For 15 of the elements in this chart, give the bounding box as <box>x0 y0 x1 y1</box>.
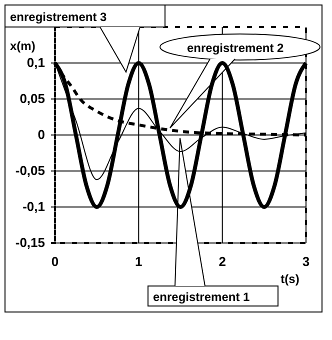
x-axis-title: t(s) <box>280 272 300 286</box>
y-tick-label: 0,1 <box>26 55 45 70</box>
x-tick-label: 2 <box>218 254 226 270</box>
x-tick-label: 0 <box>51 254 59 270</box>
text: enregistrement 3 <box>10 10 108 24</box>
y-tick-label: -0,15 <box>15 235 45 250</box>
text: enregistrement 1 <box>153 290 250 304</box>
y-tick-label: -0,1 <box>22 199 45 214</box>
y-tick-label: 0,05 <box>20 91 45 106</box>
x-tick-label: 3 <box>302 254 310 270</box>
text: enregistrement 2 <box>187 41 284 55</box>
x-tick-label: 1 <box>135 254 142 270</box>
y-axis-title: x(m) <box>10 39 36 53</box>
y-tick-label: -0,05 <box>15 163 45 178</box>
y-tick-label: 0 <box>38 127 45 142</box>
